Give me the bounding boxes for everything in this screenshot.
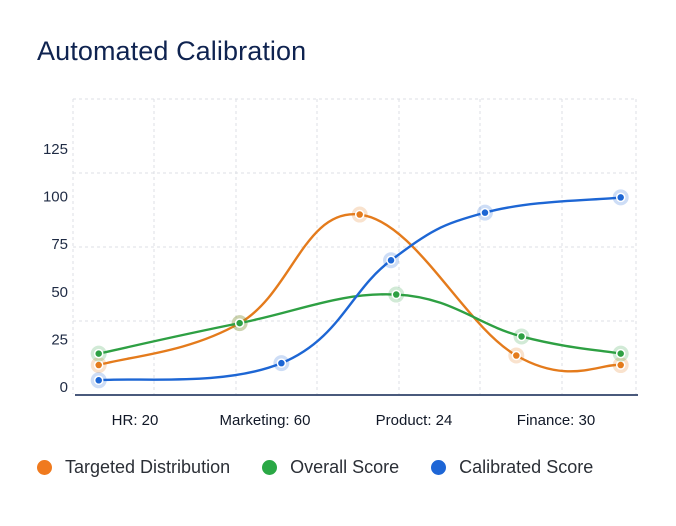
y-tick-label: 75: [51, 236, 68, 253]
x-tick-label: Marketing: 60: [219, 412, 311, 429]
y-tick-label: 0: [60, 379, 68, 396]
legend-item-calibrated-score[interactable]: Calibrated Score: [431, 457, 593, 478]
legend: Targeted Distribution Overall Score Cali…: [37, 457, 625, 478]
series-line: [98, 196, 621, 382]
y-tick-label: 50: [51, 284, 68, 301]
series-lines: [90, 189, 629, 389]
legend-item-targeted-distribution[interactable]: Targeted Distribution: [37, 457, 230, 478]
y-tick-label: 125: [43, 141, 68, 158]
x-tick-label: Product: 24: [375, 412, 453, 429]
series-overall-score: [90, 286, 629, 362]
data-point-marker[interactable]: [93, 375, 104, 386]
data-point-marker[interactable]: [276, 358, 287, 368]
series-calibrated-score: [90, 189, 629, 389]
grid-lines: [72, 98, 637, 394]
chart-title: Automated Calibration: [37, 36, 307, 66]
legend-dot-orange-icon: [37, 460, 52, 475]
legend-item-overall-score[interactable]: Overall Score: [262, 457, 399, 478]
data-point-marker[interactable]: [234, 318, 245, 328]
data-point-marker[interactable]: [93, 360, 104, 370]
y-tick-label: 25: [51, 331, 68, 348]
x-tick-label: HR: 20: [111, 412, 159, 429]
legend-label: Targeted Distribution: [65, 457, 231, 477]
series-line: [98, 293, 621, 355]
series-targeted-distribution: [90, 206, 629, 374]
legend-dot-blue-icon: [431, 460, 447, 475]
data-point-marker[interactable]: [93, 348, 104, 359]
data-point-marker[interactable]: [480, 207, 490, 218]
data-point-marker[interactable]: [516, 331, 527, 342]
legend-dot-green-icon: [262, 460, 278, 475]
data-point-marker[interactable]: [615, 360, 626, 370]
x-tick-label: Finance: 30: [516, 412, 596, 429]
y-axis-ticks: 0 25 50 75 100 125: [43, 141, 68, 396]
data-point-marker[interactable]: [615, 348, 626, 359]
legend-label: Overall Score: [290, 457, 400, 477]
data-point-marker[interactable]: [615, 192, 626, 203]
data-point-marker[interactable]: [511, 350, 522, 361]
legend-label: Calibrated Score: [459, 457, 594, 477]
y-tick-label: 100: [43, 189, 68, 206]
data-point-marker[interactable]: [391, 289, 401, 300]
data-point-marker[interactable]: [386, 255, 396, 266]
data-point-marker[interactable]: [354, 209, 365, 220]
